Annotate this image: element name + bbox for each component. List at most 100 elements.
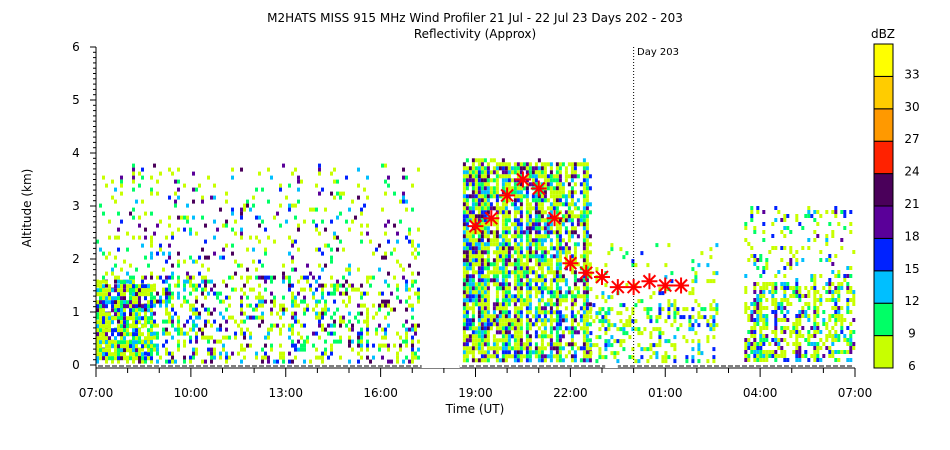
heatmap-cell — [129, 263, 132, 268]
heatmap-cell — [831, 334, 835, 338]
heatmap-cell — [243, 283, 246, 288]
heatmap-cell — [750, 318, 754, 322]
heatmap-cell — [697, 351, 701, 356]
heatmap-cell — [132, 280, 135, 285]
heatmap-cell — [345, 267, 348, 272]
heatmap-cell — [516, 166, 520, 171]
heatmap-cell — [607, 311, 611, 316]
heatmap-cell — [582, 290, 586, 295]
heatmap-cell — [774, 330, 778, 334]
heatmap-cell — [486, 210, 490, 215]
heatmap-cell — [291, 267, 294, 272]
heatmap-cell — [351, 323, 354, 328]
heatmap-cell — [264, 279, 267, 284]
heatmap-cell — [402, 195, 405, 200]
heatmap-cell — [537, 310, 541, 315]
heatmap-cell — [753, 354, 757, 358]
heatmap-cell — [567, 290, 571, 295]
heatmap-cell — [480, 210, 484, 215]
heatmap-cell — [201, 303, 204, 308]
x-tick-label: 10:00 — [174, 386, 209, 400]
heatmap-cell — [129, 280, 132, 285]
heatmap-cell — [519, 310, 523, 315]
heatmap-cell — [324, 307, 327, 312]
heatmap-cell — [315, 287, 318, 292]
heatmap-cell — [501, 186, 505, 191]
heatmap-cell — [144, 275, 147, 280]
heatmap-cell — [516, 350, 520, 355]
heatmap-cell — [582, 330, 586, 335]
heatmap-cell — [408, 287, 411, 292]
heatmap-cell — [231, 287, 234, 292]
heatmap-cell — [582, 234, 586, 239]
heatmap-cell — [312, 331, 315, 336]
heatmap-cell — [528, 294, 532, 299]
heatmap-cell — [177, 259, 180, 264]
heatmap-cell — [243, 291, 246, 296]
heatmap-cell — [783, 290, 787, 294]
heatmap-cell — [813, 326, 817, 330]
heatmap-cell — [558, 246, 562, 251]
heatmap-cell — [501, 182, 505, 187]
heatmap-cell — [558, 178, 562, 183]
heatmap-cell — [123, 284, 126, 289]
heatmap-cell — [126, 344, 129, 349]
heatmap-cell — [501, 314, 505, 319]
heatmap-cell — [801, 246, 805, 250]
heatmap-cell — [150, 308, 153, 313]
heatmap-cell — [396, 351, 399, 356]
heatmap-cell — [483, 214, 487, 219]
heatmap-cell — [549, 350, 553, 355]
heatmap-cell — [658, 339, 662, 344]
heatmap-cell — [480, 350, 484, 355]
heatmap-cell — [555, 270, 559, 275]
heatmap-cell — [637, 331, 641, 336]
heatmap-cell — [198, 183, 201, 188]
heatmap-cell — [777, 302, 781, 306]
heatmap-cell — [688, 291, 692, 296]
heatmap-cell — [183, 259, 186, 264]
heatmap-cell — [528, 258, 532, 263]
heatmap-cell — [807, 358, 811, 362]
heatmap-cell — [483, 342, 487, 347]
heatmap-cell — [504, 170, 508, 175]
heatmap-cell — [351, 287, 354, 292]
heatmap-cell — [819, 214, 823, 218]
heatmap-cell — [303, 275, 306, 280]
heatmap-cell — [561, 318, 565, 323]
heatmap-cell — [99, 288, 102, 293]
heatmap-cell — [834, 338, 838, 342]
heatmap-cell — [384, 315, 387, 320]
heatmap-cell — [552, 178, 556, 183]
heatmap-cell — [534, 330, 538, 335]
heatmap-cell — [468, 210, 472, 215]
heatmap-cell — [357, 359, 360, 364]
heatmap-cell — [285, 195, 288, 200]
heatmap-cell — [570, 322, 574, 327]
heatmap-cell — [183, 295, 186, 300]
heatmap-cell — [276, 323, 279, 328]
heatmap-cell — [168, 331, 171, 336]
heatmap-cell — [96, 352, 99, 357]
heatmap-cell — [573, 278, 577, 283]
heatmap-cell — [168, 275, 171, 280]
heatmap-cell — [462, 186, 466, 191]
heatmap-cell — [549, 346, 553, 351]
heatmap-cell — [585, 166, 589, 171]
heatmap-cell — [462, 298, 466, 303]
heatmap-cell — [384, 255, 387, 260]
heatmap-cell — [255, 267, 258, 272]
heatmap-cell — [366, 195, 369, 200]
heatmap-cell — [189, 355, 192, 360]
heatmap-cell — [210, 347, 213, 352]
heatmap-cell — [495, 166, 499, 171]
heatmap-cell — [474, 254, 478, 259]
heatmap-cell — [123, 348, 126, 353]
heatmap-cell — [546, 198, 550, 203]
heatmap-cell — [243, 319, 246, 324]
heatmap-cell — [492, 238, 496, 243]
heatmap-cell — [336, 307, 339, 312]
heatmap-cell — [510, 326, 514, 331]
heatmap-cell — [411, 271, 414, 276]
heatmap-cell — [108, 336, 111, 341]
